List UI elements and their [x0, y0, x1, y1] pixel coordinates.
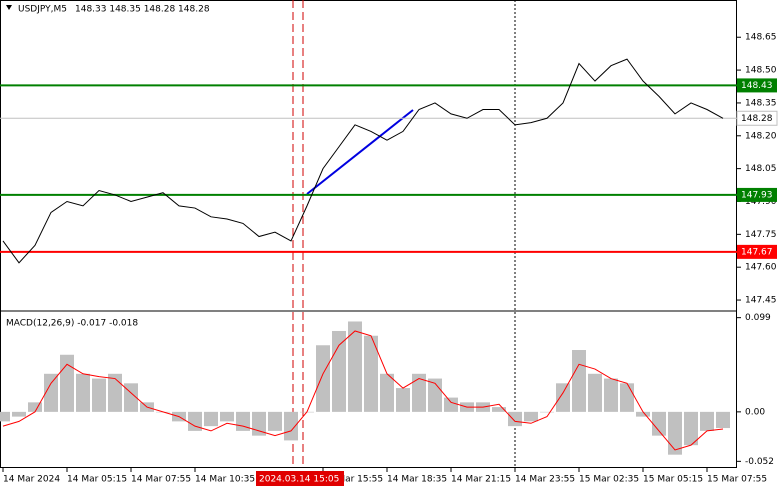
- histogram-bar: [348, 321, 362, 412]
- level-label: 147.67: [741, 247, 773, 257]
- histogram-bar: [76, 373, 90, 412]
- histogram-bar: [668, 411, 682, 455]
- x-tick-label: 15 Mar 02:35: [579, 475, 639, 485]
- histogram-bar: [92, 378, 106, 412]
- histogram-bar: [396, 388, 410, 412]
- y-tick-label: 148.20: [745, 131, 777, 141]
- histogram-bar: [412, 373, 426, 412]
- histogram-bar: [716, 411, 730, 429]
- level-tag: [736, 110, 778, 126]
- histogram-bar: [28, 402, 42, 412]
- macd-title: MACD(12,26,9) -0.017 -0.018: [6, 319, 138, 329]
- level-label: 147.93: [741, 190, 773, 200]
- histogram-bar: [108, 373, 122, 412]
- histogram-bar: [508, 411, 522, 427]
- signal-line: [2, 330, 724, 451]
- histogram-bar: [124, 383, 138, 412]
- histogram-bar: [556, 383, 570, 412]
- cursor-label: 2024.03.14 15:05: [259, 475, 339, 485]
- level-tag: [737, 187, 777, 202]
- y-tick-label: -0.052: [745, 457, 774, 467]
- x-tick-label: 15 Mar 05:15: [643, 475, 703, 485]
- histogram-bar: [380, 373, 394, 412]
- histogram-bar: [204, 411, 218, 427]
- y-tick-label: 147.75: [745, 230, 777, 240]
- histogram-bar: [572, 350, 586, 412]
- cursor-tag: [256, 471, 344, 486]
- histogram-bar: [364, 335, 378, 412]
- level-label: 148.28: [741, 114, 773, 124]
- x-tick-label: 14 Mar 15:55: [323, 475, 383, 485]
- histogram-bar: [268, 411, 282, 431]
- x-tick-label: 14 Mar 23:55: [515, 475, 575, 485]
- level-tag: [737, 244, 777, 259]
- x-tick-label: 15 Mar 07:55: [707, 475, 767, 485]
- y-tick-label: 0.00: [745, 407, 765, 417]
- histogram-bar: [316, 345, 330, 412]
- histogram-bar: [236, 411, 250, 431]
- histogram-bar: [44, 373, 58, 412]
- x-tick-label: 14 Mar 2024: [3, 475, 60, 485]
- histogram-bar: [284, 411, 298, 441]
- histogram-bar: [652, 411, 666, 436]
- price-line: [2, 58, 724, 264]
- histogram-bar: [12, 411, 26, 417]
- x-tick-label: 14 Mar 07:55: [131, 475, 191, 485]
- histogram-bar: [492, 407, 506, 412]
- histogram-bar: [220, 411, 234, 422]
- histogram-bar: [188, 411, 202, 431]
- histogram-bar: [540, 411, 554, 413]
- chart-subtitle: 148.33 148.35 148.28 148.28: [75, 5, 210, 15]
- x-tick-label: 14 Mar 21:15: [451, 475, 511, 485]
- y-tick-label: 148.35: [745, 98, 777, 108]
- histogram-bar: [636, 411, 650, 417]
- y-tick-label: 0.099: [745, 313, 771, 323]
- histogram-bar: [524, 411, 538, 422]
- x-tick-label: 14 Mar 10:35: [195, 475, 255, 485]
- y-tick-label: 148.05: [745, 164, 777, 174]
- histogram-bar: [444, 397, 458, 412]
- x-tick-label: 14 Mar 18:35: [387, 475, 447, 485]
- y-tick-label: 148.50: [745, 66, 777, 76]
- x-tick-label: 14 Mar 05:15: [67, 475, 127, 485]
- y-tick-label: 147.60: [745, 263, 777, 273]
- y-tick-label: 147.90: [745, 197, 777, 207]
- histogram-bar: [700, 411, 714, 431]
- collapse-icon: [6, 5, 12, 10]
- level-label: 148.43: [741, 81, 773, 91]
- level-tag: [737, 78, 777, 93]
- y-tick-label: 148.65: [745, 33, 777, 43]
- histogram-bar: [684, 411, 698, 446]
- histogram-bar: [588, 373, 602, 412]
- histogram-bar: [332, 330, 346, 412]
- histogram-bar: [620, 383, 634, 412]
- trend-line: [306, 109, 414, 195]
- histogram-bar: [0, 411, 10, 422]
- chart-title: USDJPY,M5: [18, 5, 67, 15]
- histogram-bar: [604, 378, 618, 412]
- y-tick-label: 147.45: [745, 296, 777, 306]
- histogram-bar: [60, 354, 74, 412]
